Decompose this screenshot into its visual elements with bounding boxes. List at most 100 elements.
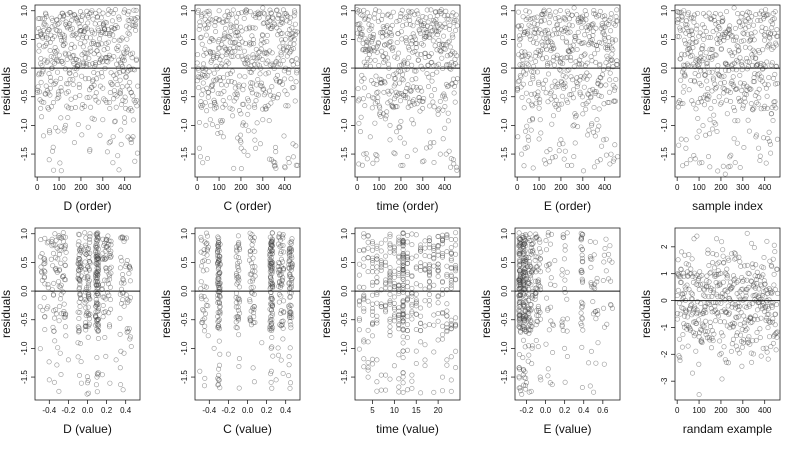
data-point	[280, 266, 286, 272]
data-point	[769, 304, 775, 310]
y-axis-label: residuals	[159, 290, 173, 338]
data-point	[388, 32, 394, 38]
data-point	[287, 380, 293, 386]
data-point	[562, 345, 568, 351]
data-point	[109, 81, 115, 87]
data-point	[261, 39, 267, 45]
data-point	[600, 277, 606, 283]
data-point	[421, 158, 427, 164]
data-point	[62, 234, 68, 240]
data-point	[39, 16, 45, 22]
data-point	[87, 147, 93, 153]
data-point	[720, 279, 726, 285]
data-point	[724, 273, 730, 279]
data-point	[391, 245, 397, 251]
x-tick-label: 300	[96, 183, 110, 192]
data-point	[356, 8, 362, 14]
data-point	[57, 350, 63, 356]
data-point	[679, 297, 685, 303]
data-point	[425, 84, 431, 90]
data-point	[198, 293, 204, 299]
data-point	[775, 33, 780, 39]
data-point	[444, 232, 450, 238]
data-point	[278, 251, 284, 257]
data-point	[94, 326, 100, 332]
data-point	[267, 253, 273, 259]
y-tick-label: 0.0	[20, 285, 29, 297]
data-point	[680, 305, 686, 311]
data-point	[247, 297, 253, 303]
data-point	[749, 240, 755, 246]
data-point	[773, 42, 779, 48]
data-point	[415, 51, 421, 57]
data-point	[426, 271, 432, 277]
data-point	[522, 49, 528, 55]
data-point	[521, 327, 527, 333]
data-point	[712, 11, 718, 17]
data-point	[278, 52, 284, 58]
data-point	[453, 365, 459, 371]
data-point	[515, 79, 521, 85]
data-point	[383, 280, 389, 286]
x-tick-label: 400	[758, 183, 772, 192]
data-point	[525, 343, 531, 349]
data-point	[401, 58, 407, 64]
data-point	[379, 80, 385, 86]
x-tick-label: 0	[195, 183, 200, 192]
data-point	[206, 69, 212, 75]
data-point	[608, 11, 614, 17]
data-point	[43, 83, 49, 89]
scatter-points	[675, 5, 780, 177]
data-point	[521, 276, 527, 282]
data-point	[548, 96, 554, 102]
data-point	[521, 163, 527, 169]
data-point	[278, 243, 284, 249]
data-point	[603, 236, 609, 242]
data-point	[51, 280, 57, 286]
data-point	[453, 348, 459, 354]
data-point	[705, 34, 711, 40]
data-point	[702, 307, 708, 313]
data-point	[453, 242, 459, 248]
data-point	[239, 39, 245, 45]
data-point	[431, 140, 437, 146]
data-point	[548, 275, 554, 281]
data-point	[764, 349, 770, 355]
data-point	[601, 32, 607, 38]
data-point	[51, 33, 57, 39]
data-point	[234, 325, 240, 331]
data-point	[421, 96, 427, 102]
data-point	[410, 84, 416, 90]
data-point	[419, 88, 425, 94]
data-point	[424, 7, 430, 13]
data-point	[766, 75, 772, 81]
data-point	[429, 78, 435, 84]
data-point	[706, 69, 712, 75]
data-point	[392, 54, 398, 60]
data-point	[96, 52, 102, 58]
data-point	[227, 35, 233, 41]
data-point	[604, 321, 610, 327]
data-point	[729, 251, 735, 257]
data-point	[134, 15, 140, 21]
data-point	[55, 58, 61, 64]
data-point	[295, 162, 300, 168]
data-point	[50, 263, 56, 269]
data-point	[262, 11, 268, 17]
data-point	[113, 7, 119, 13]
data-point	[288, 249, 294, 255]
data-point	[759, 78, 765, 84]
data-point	[679, 344, 685, 350]
data-point	[450, 76, 456, 82]
data-point	[593, 59, 599, 65]
data-point	[280, 7, 286, 13]
y-tick-label: -1.0	[660, 118, 669, 132]
data-point	[404, 85, 410, 91]
data-point	[201, 250, 207, 256]
data-point	[545, 99, 551, 105]
data-point	[454, 53, 460, 59]
data-point	[525, 264, 531, 270]
data-point	[124, 257, 130, 263]
data-point	[215, 382, 221, 388]
x-tick-label: 0.2	[101, 406, 113, 415]
